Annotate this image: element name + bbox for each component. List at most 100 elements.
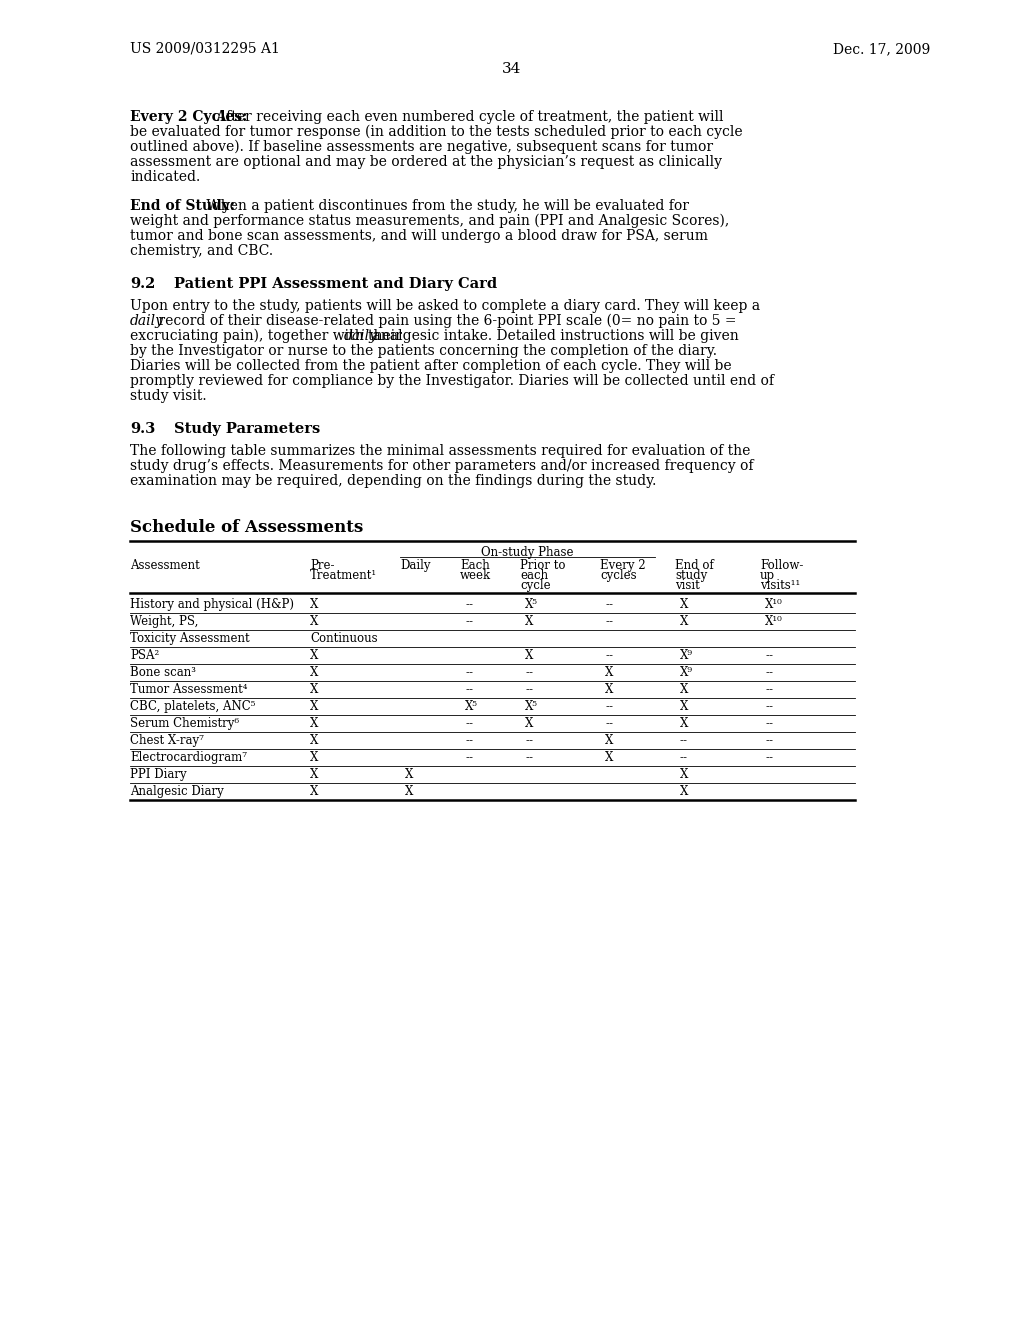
Text: up: up: [760, 569, 775, 582]
Text: X: X: [605, 667, 613, 678]
Text: --: --: [680, 734, 688, 747]
Text: PPI Diary: PPI Diary: [130, 768, 186, 781]
Text: --: --: [605, 700, 613, 713]
Text: Weight, PS,: Weight, PS,: [130, 615, 199, 628]
Text: X: X: [310, 700, 318, 713]
Text: Continuous: Continuous: [310, 632, 378, 645]
Text: X: X: [680, 717, 688, 730]
Text: --: --: [525, 682, 534, 696]
Text: visit: visit: [675, 579, 699, 591]
Text: Treatment¹: Treatment¹: [310, 569, 377, 582]
Text: --: --: [605, 598, 613, 611]
Text: each: each: [520, 569, 548, 582]
Text: --: --: [605, 649, 613, 663]
Text: X: X: [525, 615, 534, 628]
Text: --: --: [525, 734, 534, 747]
Text: cycle: cycle: [520, 579, 551, 591]
Text: X: X: [310, 734, 318, 747]
Text: Each: Each: [460, 558, 489, 572]
Text: outlined above). If baseline assessments are negative, subsequent scans for tumo: outlined above). If baseline assessments…: [130, 140, 713, 154]
Text: X: X: [605, 682, 613, 696]
Text: Upon entry to the study, patients will be asked to complete a diary card. They w: Upon entry to the study, patients will b…: [130, 300, 760, 313]
Text: weight and performance status measurements, and pain (PPI and Analgesic Scores),: weight and performance status measuremen…: [130, 214, 729, 228]
Text: X⁹: X⁹: [680, 667, 693, 678]
Text: --: --: [465, 667, 473, 678]
Text: Analgesic Diary: Analgesic Diary: [130, 785, 224, 799]
Text: --: --: [765, 682, 773, 696]
Text: Electrocardiogram⁷: Electrocardiogram⁷: [130, 751, 247, 764]
Text: --: --: [680, 751, 688, 764]
Text: On-study Phase: On-study Phase: [481, 546, 573, 558]
Text: Prior to: Prior to: [520, 558, 565, 572]
Text: End of Study:: End of Study:: [130, 199, 234, 213]
Text: chemistry, and CBC.: chemistry, and CBC.: [130, 244, 273, 257]
Text: --: --: [465, 751, 473, 764]
Text: assessment are optional and may be ordered at the physician’s request as clinica: assessment are optional and may be order…: [130, 154, 722, 169]
Text: Schedule of Assessments: Schedule of Assessments: [130, 519, 364, 536]
Text: 9.3: 9.3: [130, 422, 156, 436]
Text: study: study: [675, 569, 708, 582]
Text: CBC, platelets, ANC⁵: CBC, platelets, ANC⁵: [130, 700, 255, 713]
Text: week: week: [460, 569, 492, 582]
Text: Follow-: Follow-: [760, 558, 804, 572]
Text: analgesic intake. Detailed instructions will be given: analgesic intake. Detailed instructions …: [368, 329, 738, 343]
Text: X: X: [605, 751, 613, 764]
Text: X: X: [680, 615, 688, 628]
Text: X: X: [310, 615, 318, 628]
Text: X: X: [605, 734, 613, 747]
Text: --: --: [465, 598, 473, 611]
Text: Every 2: Every 2: [600, 558, 645, 572]
Text: study visit.: study visit.: [130, 389, 207, 403]
Text: X: X: [680, 785, 688, 799]
Text: cycles: cycles: [600, 569, 637, 582]
Text: --: --: [465, 615, 473, 628]
Text: X¹⁰: X¹⁰: [765, 615, 782, 628]
Text: X: X: [525, 649, 534, 663]
Text: The following table summarizes the minimal assessments required for evaluation o: The following table summarizes the minim…: [130, 444, 751, 458]
Text: --: --: [765, 751, 773, 764]
Text: X: X: [310, 598, 318, 611]
Text: --: --: [465, 682, 473, 696]
Text: Patient PPI Assessment and Diary Card: Patient PPI Assessment and Diary Card: [174, 277, 497, 290]
Text: US 2009/0312295 A1: US 2009/0312295 A1: [130, 42, 280, 55]
Text: X¹⁰: X¹⁰: [765, 598, 782, 611]
Text: --: --: [765, 649, 773, 663]
Text: --: --: [465, 734, 473, 747]
Text: daily: daily: [344, 329, 378, 343]
Text: daily: daily: [130, 314, 164, 327]
Text: History and physical (H&P): History and physical (H&P): [130, 598, 294, 611]
Text: X: X: [406, 768, 414, 781]
Text: Assessment: Assessment: [130, 558, 200, 572]
Text: X⁵: X⁵: [525, 598, 538, 611]
Text: Study Parameters: Study Parameters: [174, 422, 321, 436]
Text: --: --: [765, 717, 773, 730]
Text: X: X: [680, 700, 688, 713]
Text: X: X: [680, 598, 688, 611]
Text: record of their disease-related pain using the 6-point PPI scale (0= no pain to : record of their disease-related pain usi…: [154, 314, 736, 329]
Text: visits¹¹: visits¹¹: [760, 579, 800, 591]
Text: Pre-: Pre-: [310, 558, 335, 572]
Text: End of: End of: [675, 558, 714, 572]
Text: X: X: [310, 649, 318, 663]
Text: X: X: [310, 768, 318, 781]
Text: tumor and bone scan assessments, and will undergo a blood draw for PSA, serum: tumor and bone scan assessments, and wil…: [130, 228, 708, 243]
Text: examination may be required, depending on the findings during the study.: examination may be required, depending o…: [130, 474, 656, 488]
Text: 9.2: 9.2: [130, 277, 156, 290]
Text: X: X: [310, 785, 318, 799]
Text: study drug’s effects. Measurements for other parameters and/or increased frequen: study drug’s effects. Measurements for o…: [130, 459, 754, 473]
Text: X: X: [406, 785, 414, 799]
Text: by the Investigator or nurse to the patients concerning the completion of the di: by the Investigator or nurse to the pati…: [130, 345, 717, 358]
Text: X⁵: X⁵: [465, 700, 478, 713]
Text: --: --: [605, 717, 613, 730]
Text: Daily: Daily: [400, 558, 430, 572]
Text: PSA²: PSA²: [130, 649, 160, 663]
Text: X: X: [680, 768, 688, 781]
Text: 34: 34: [503, 62, 521, 77]
Text: X: X: [310, 667, 318, 678]
Text: When a patient discontinues from the study, he will be evaluated for: When a patient discontinues from the stu…: [202, 199, 689, 213]
Text: Bone scan³: Bone scan³: [130, 667, 196, 678]
Text: Dec. 17, 2009: Dec. 17, 2009: [833, 42, 930, 55]
Text: X: X: [310, 717, 318, 730]
Text: --: --: [605, 615, 613, 628]
Text: --: --: [525, 667, 534, 678]
